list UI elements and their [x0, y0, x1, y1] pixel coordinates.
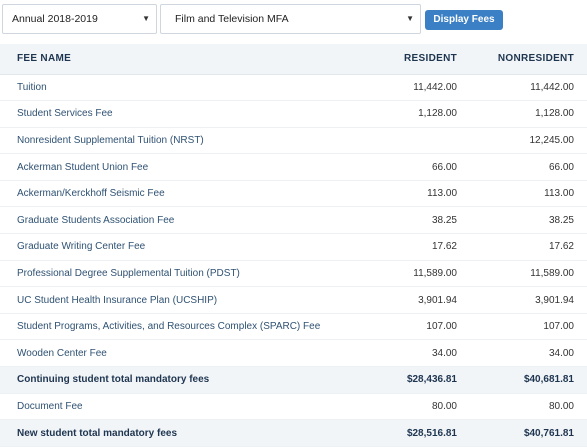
table-row: Graduate Writing Center Fee 17.62 17.62 — [0, 233, 587, 261]
fee-name-cell: Graduate Students Association Fee — [0, 206, 340, 235]
resident-amount-cell: 113.00 — [340, 180, 463, 208]
nonresident-amount-cell: $40,761.81 — [463, 419, 587, 447]
resident-amount-cell: 34.00 — [340, 339, 463, 368]
resident-amount-cell: $28,516.81 — [340, 419, 463, 447]
resident-amount-cell: 11,589.00 — [340, 260, 463, 288]
fee-name-cell: Ackerman/Kerckhoff Seismic Fee — [0, 180, 340, 208]
table-row: Nonresident Supplemental Tuition (NRST) 1… — [0, 127, 587, 155]
resident-amount-cell: 1,128.00 — [340, 100, 463, 128]
resident-amount-cell: 11,442.00 — [340, 74, 463, 102]
table-row: Wooden Center Fee 34.00 34.00 — [0, 339, 587, 368]
nonresident-amount-cell: 3,901.94 — [463, 286, 587, 314]
nonresident-amount-cell: 34.00 — [463, 339, 587, 368]
year-select[interactable]: Annual 2018-2019 ▼ — [2, 4, 157, 34]
nonresident-amount-cell: 11,442.00 — [463, 74, 587, 102]
nonresident-amount-cell: 113.00 — [463, 180, 587, 208]
total-row: Continuing student total mandatory fees $… — [0, 366, 587, 394]
table-row: Ackerman Student Union Fee 66.00 66.00 — [0, 153, 587, 181]
table-row: Graduate Students Association Fee 38.25 38… — [0, 206, 587, 235]
year-select-value: Annual 2018-2019 — [12, 13, 98, 25]
total-row: New student total mandatory fees $28,516.… — [0, 419, 587, 447]
caret-down-icon: ▼ — [406, 14, 414, 23]
fee-name-cell: Tuition — [0, 74, 340, 102]
resident-amount-cell: 107.00 — [340, 313, 463, 341]
table-row: Professional Degree Supplemental Tuition… — [0, 260, 587, 288]
caret-down-icon: ▼ — [142, 14, 150, 23]
display-fees-button[interactable]: Display Fees — [425, 10, 503, 30]
fee-name-cell: Graduate Writing Center Fee — [0, 233, 340, 261]
fee-name-cell: UC Student Health Insurance Plan (UCSHIP… — [0, 286, 340, 314]
fee-table: FEE NAME RESIDENT NONRESIDENT Tuition 11,… — [0, 44, 587, 447]
fee-name-cell: Student Programs, Activities, and Resour… — [0, 313, 340, 341]
fee-name-cell: Nonresident Supplemental Tuition (NRST) — [0, 127, 340, 155]
resident-amount-cell: $28,436.81 — [340, 366, 463, 394]
table-row: Document Fee 80.00 80.00 — [0, 393, 587, 421]
header-nonresident: NONRESIDENT — [463, 44, 587, 75]
table-row: Tuition 11,442.00 11,442.00 — [0, 74, 587, 102]
fee-name-cell: Document Fee — [0, 393, 340, 421]
fee-name-cell: Wooden Center Fee — [0, 339, 340, 368]
nonresident-amount-cell: 12,245.00 — [463, 127, 587, 155]
fee-name-cell: Student Services Fee — [0, 100, 340, 128]
table-row: Ackerman/Kerckhoff Seismic Fee 113.00 113.… — [0, 180, 587, 208]
resident-amount-cell: 38.25 — [340, 206, 463, 235]
resident-amount-cell: 80.00 — [340, 393, 463, 421]
fee-filter-bar: Annual 2018-2019 ▼ Film and Television M… — [0, 0, 587, 44]
table-header-row: FEE NAME RESIDENT NONRESIDENT — [0, 44, 587, 75]
fee-table-body: Tuition 11,442.00 11,442.00 Student Service… — [0, 74, 587, 447]
nonresident-amount-cell: 38.25 — [463, 206, 587, 235]
fee-name-cell: New student total mandatory fees — [0, 419, 340, 447]
nonresident-amount-cell: 1,128.00 — [463, 100, 587, 128]
nonresident-amount-cell: 66.00 — [463, 153, 587, 181]
table-row: Student Services Fee 1,128.00 1,128.00 — [0, 100, 587, 128]
fee-name-cell: Professional Degree Supplemental Tuition… — [0, 260, 340, 288]
nonresident-amount-cell: 80.00 — [463, 393, 587, 421]
header-resident: RESIDENT — [340, 44, 463, 75]
resident-amount-cell: 66.00 — [340, 153, 463, 181]
nonresident-amount-cell: 17.62 — [463, 233, 587, 261]
nonresident-amount-cell: 11,589.00 — [463, 260, 587, 288]
nonresident-amount-cell: 107.00 — [463, 313, 587, 341]
fee-name-cell: Ackerman Student Union Fee — [0, 153, 340, 181]
resident-amount-cell — [340, 127, 463, 155]
resident-amount-cell: 17.62 — [340, 233, 463, 261]
nonresident-amount-cell: $40,681.81 — [463, 366, 587, 394]
table-row: UC Student Health Insurance Plan (UCSHIP… — [0, 286, 587, 314]
program-select[interactable]: Film and Television MFA ▼ — [160, 4, 421, 34]
fee-name-cell: Continuing student total mandatory fees — [0, 366, 340, 394]
resident-amount-cell: 3,901.94 — [340, 286, 463, 314]
header-fee-name: FEE NAME — [0, 44, 340, 75]
program-select-value: Film and Television MFA — [175, 13, 289, 25]
table-row: Student Programs, Activities, and Resour… — [0, 313, 587, 341]
